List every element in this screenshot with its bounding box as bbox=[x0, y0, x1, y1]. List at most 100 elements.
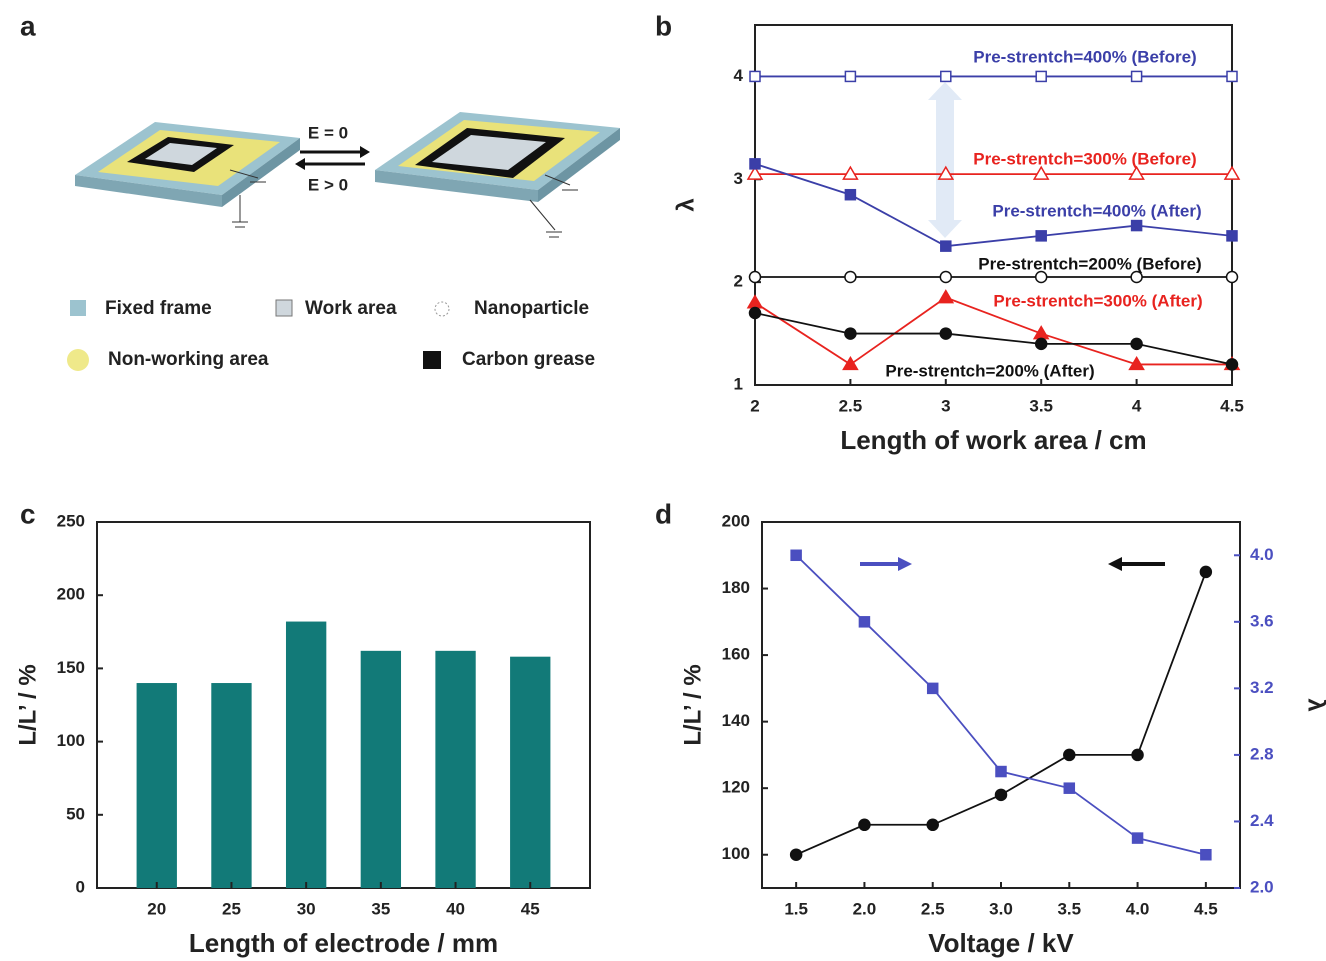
marker bbox=[1034, 270, 1048, 284]
x-tick-label: 2.5 bbox=[839, 396, 863, 415]
y-tick-label: 150 bbox=[57, 658, 85, 677]
bar bbox=[211, 683, 252, 888]
bar bbox=[435, 650, 476, 888]
x-axis-label: Voltage / kV bbox=[928, 928, 1074, 958]
series-line bbox=[754, 163, 1233, 248]
y-tick-label: 200 bbox=[57, 585, 85, 604]
panel-label: d bbox=[655, 498, 672, 529]
x-axis-label: Length of work area / cm bbox=[840, 425, 1146, 455]
x-tick-label: 30 bbox=[297, 899, 316, 918]
marker bbox=[844, 270, 857, 284]
legend-label: Work area bbox=[305, 298, 397, 319]
x-tick-label: 4.5 bbox=[1194, 899, 1218, 918]
marker bbox=[858, 818, 871, 832]
series-line bbox=[795, 554, 1207, 856]
y2-axis-label: λ bbox=[1303, 698, 1326, 711]
work-area bbox=[145, 143, 217, 165]
frame-side bbox=[75, 175, 222, 207]
y-tick-label: 4 bbox=[734, 66, 744, 85]
y2-tick-label: 4.0 bbox=[1250, 545, 1274, 564]
marker bbox=[844, 70, 857, 83]
x-tick-label: 4 bbox=[1132, 396, 1142, 415]
y-tick-label: 3 bbox=[734, 169, 743, 188]
work-area bbox=[432, 135, 546, 170]
indicator-arrow bbox=[928, 82, 962, 238]
series-line bbox=[754, 312, 1233, 366]
legend-label: Carbon grease bbox=[462, 349, 595, 370]
marker bbox=[842, 165, 859, 180]
frame-side bbox=[222, 138, 300, 207]
marker bbox=[1128, 355, 1145, 371]
marker bbox=[994, 788, 1008, 802]
x-tick-label: 3.0 bbox=[989, 899, 1013, 918]
series-label: Pre-strentch=300% (After) bbox=[993, 291, 1202, 310]
bar bbox=[360, 650, 402, 888]
marker bbox=[1199, 565, 1213, 579]
marker bbox=[1226, 230, 1238, 242]
panel-label: b bbox=[655, 10, 672, 41]
panel-a: a E = 0 E > 0 Fixed frame Work area Nano… bbox=[20, 10, 620, 371]
marker bbox=[789, 848, 803, 861]
marker bbox=[1032, 165, 1050, 180]
marker bbox=[858, 616, 871, 628]
x-tick-label: 2.5 bbox=[921, 899, 945, 918]
marker bbox=[1223, 165, 1241, 180]
plot-frame bbox=[761, 521, 1241, 889]
y-tick-label: 100 bbox=[57, 731, 85, 750]
x-tick-label: 45 bbox=[521, 899, 540, 918]
x-axis-label: Length of electrode / mm bbox=[189, 928, 498, 958]
marker bbox=[926, 682, 939, 695]
marker bbox=[748, 270, 762, 284]
marker bbox=[746, 165, 764, 180]
y-tick-label: 160 bbox=[722, 645, 750, 664]
marker bbox=[790, 549, 802, 562]
y-tick-label: 100 bbox=[722, 844, 750, 863]
marker bbox=[842, 355, 859, 371]
x-tick-label: 3 bbox=[941, 396, 950, 415]
marker bbox=[1226, 70, 1238, 83]
y2-tick-label: 3.2 bbox=[1250, 678, 1274, 697]
series-label: Pre-strentch=200% (Before) bbox=[978, 254, 1201, 273]
axis-arrow-head bbox=[1108, 557, 1122, 571]
marker bbox=[1035, 70, 1047, 83]
marker bbox=[1130, 270, 1143, 284]
y-tick-label: 250 bbox=[57, 511, 85, 530]
x-tick-label: 25 bbox=[222, 899, 241, 918]
marker bbox=[1131, 832, 1144, 844]
arrow-label: E > 0 bbox=[308, 175, 348, 194]
y-tick-label: 0 bbox=[76, 877, 85, 896]
y2-tick-label: 2.8 bbox=[1250, 744, 1274, 763]
frame-side bbox=[538, 128, 620, 202]
marker bbox=[1063, 782, 1076, 794]
marker bbox=[937, 165, 955, 180]
marker bbox=[926, 818, 939, 832]
panel-label: a bbox=[20, 10, 36, 41]
y-axis-label: L/L’ / % bbox=[679, 664, 706, 745]
y2-tick-label: 3.6 bbox=[1250, 611, 1274, 630]
bar bbox=[510, 656, 551, 888]
axis-arrow-head bbox=[898, 557, 912, 571]
marker bbox=[1130, 337, 1143, 351]
marker bbox=[1225, 358, 1239, 371]
y-tick-label: 180 bbox=[722, 578, 750, 597]
x-tick-label: 2 bbox=[750, 396, 759, 415]
marker bbox=[1130, 70, 1143, 83]
x-tick-label: 4.5 bbox=[1220, 396, 1244, 415]
marker bbox=[748, 306, 762, 320]
y2-tick-label: 2.0 bbox=[1250, 877, 1274, 896]
bar bbox=[285, 621, 327, 888]
y-axis-label: L/L’ / % bbox=[14, 664, 41, 745]
x-tick-label: 4.0 bbox=[1126, 899, 1150, 918]
marker bbox=[844, 188, 857, 201]
marker bbox=[995, 765, 1007, 778]
marker bbox=[1225, 270, 1239, 284]
plot-frame bbox=[754, 24, 1233, 386]
marker bbox=[937, 289, 955, 304]
series-label: Pre-strentch=400% (After) bbox=[992, 201, 1201, 220]
legend-label: Nanoparticle bbox=[474, 298, 589, 319]
arrow-label: E = 0 bbox=[308, 123, 348, 142]
legend-icon bbox=[423, 351, 441, 369]
marker bbox=[749, 70, 761, 83]
marker bbox=[749, 158, 761, 170]
